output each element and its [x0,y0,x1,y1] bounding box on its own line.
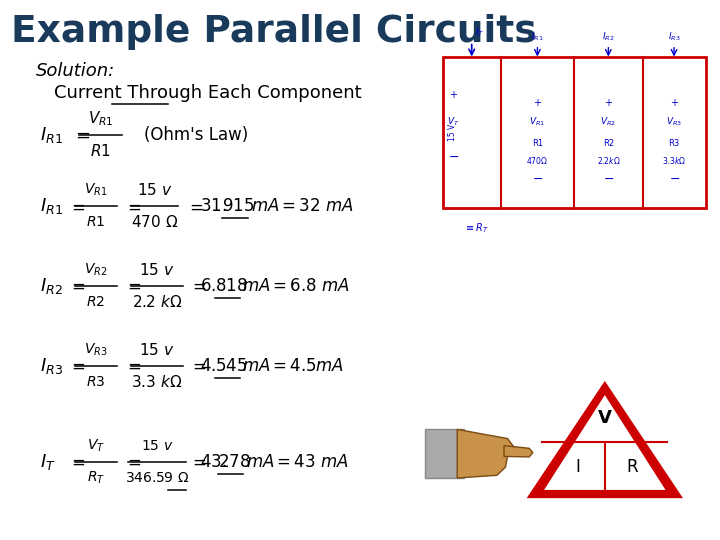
Text: (Ohm's Law): (Ohm's Law) [144,126,248,144]
Text: $V_{R2}$: $V_{R2}$ [84,262,107,278]
Text: $I_{T}$: $I_{T}$ [40,451,55,472]
Text: $mA=32\ mA$: $mA=32\ mA$ [251,197,354,215]
Text: $V_{T}$: $V_{T}$ [86,437,105,454]
Text: $15\ v$: $15\ v$ [140,438,174,453]
Text: $-$: $-$ [448,150,459,163]
Polygon shape [504,446,533,457]
Text: Current Through Each Component: Current Through Each Component [54,84,361,102]
Text: $mA = 6.8\ mA$: $mA = 6.8\ mA$ [242,277,350,295]
Text: 15 V: 15 V [448,124,457,141]
Text: $R_{T}$: $R_{T}$ [86,470,105,486]
Text: $I_{R1}$: $I_{R1}$ [40,196,63,217]
Text: $15\ v$: $15\ v$ [139,342,175,358]
Text: $818$: $818$ [215,277,247,295]
Text: $=$: $=$ [124,197,141,215]
Text: $3.3k\Omega$: $3.3k\Omega$ [662,156,686,166]
Text: $V_T$: $V_T$ [447,115,459,128]
Text: $I_T$: $I_T$ [475,25,485,39]
Text: $=$: $=$ [68,357,86,375]
Bar [425,429,464,478]
Text: $346.59\ \Omega$: $346.59\ \Omega$ [125,471,189,485]
Text: $-$: $-$ [668,172,680,185]
Text: $278$: $278$ [218,453,251,471]
Text: $I_{R2}$: $I_{R2}$ [40,276,63,296]
Text: $-$: $-$ [532,172,543,185]
Text: Solution:: Solution: [36,62,115,80]
Text: $R2$: $R2$ [86,295,105,309]
Text: $15\ v$: $15\ v$ [139,262,175,278]
Text: $470\Omega$: $470\Omega$ [526,156,549,166]
Text: $+$: $+$ [533,97,542,108]
Text: $=$: $=$ [186,197,203,215]
Polygon shape [542,393,667,491]
Text: $3.3\ k\Omega$: $3.3\ k\Omega$ [131,374,183,390]
Text: $=$: $=$ [124,357,141,375]
Text: $+$: $+$ [604,97,613,108]
Text: $V_{R1}$: $V_{R1}$ [88,110,114,128]
Text: $=$: $=$ [189,277,206,295]
Text: R2: R2 [603,139,614,147]
Text: $=$: $=$ [189,357,206,375]
Text: $+$: $+$ [670,97,678,108]
Text: $=$: $=$ [189,453,206,471]
Text: $V_{R3}$: $V_{R3}$ [666,115,682,128]
Text: Example Parallel Circuits: Example Parallel Circuits [11,14,536,50]
Text: $mA = 43\ mA$: $mA = 43\ mA$ [246,453,348,471]
Text: $=$: $=$ [124,453,141,471]
Text: $2.2k\Omega$: $2.2k\Omega$ [596,156,620,166]
Text: $15\ v$: $15\ v$ [137,182,173,198]
Text: $545$: $545$ [215,357,247,375]
Text: $R3$: $R3$ [86,375,105,389]
Text: R1: R1 [532,139,543,147]
Text: $V_{R1}$: $V_{R1}$ [529,115,546,128]
Text: $470\ \Omega$: $470\ \Omega$ [131,214,179,231]
Text: $V_{R1}$: $V_{R1}$ [84,182,107,198]
Text: $43.$: $43.$ [200,453,227,471]
Text: $mA= 4.5mA$: $mA= 4.5mA$ [242,357,344,375]
Polygon shape [529,383,680,497]
Bar [443,57,706,208]
Text: $=$: $=$ [72,126,91,144]
Text: $2.2\ k\Omega$: $2.2\ k\Omega$ [132,294,182,310]
Text: I: I [575,457,580,476]
Text: $I_{R2}$: $I_{R2}$ [602,30,615,43]
Text: $=$: $=$ [68,197,86,215]
Text: $4.$: $4.$ [200,357,216,375]
Text: $+$: $+$ [449,89,458,100]
Text: $=$: $=$ [68,277,86,295]
Text: $R1$: $R1$ [91,143,111,159]
Text: $I_{R3}$: $I_{R3}$ [40,356,63,376]
Text: R: R [626,457,638,476]
Text: $6.$: $6.$ [200,277,216,295]
Text: $915$: $915$ [222,197,254,215]
Text: $R1$: $R1$ [86,215,105,230]
Text: $I_{R3}$: $I_{R3}$ [668,30,680,43]
Text: $=$: $=$ [68,453,86,471]
Text: $=$: $=$ [124,277,141,295]
Text: $-$: $-$ [603,172,614,185]
Text: $V_{R3}$: $V_{R3}$ [84,342,107,358]
Text: $V_{R2}$: $V_{R2}$ [600,115,616,128]
Text: $\equiv R_T$: $\equiv R_T$ [464,221,489,235]
Text: $I_{R1}$: $I_{R1}$ [40,125,63,145]
Text: $31.$: $31.$ [200,197,227,215]
Polygon shape [457,429,515,478]
Text: R3: R3 [668,139,680,147]
Text: $I_{R1}$: $I_{R1}$ [531,30,544,43]
Text: V: V [598,409,612,427]
